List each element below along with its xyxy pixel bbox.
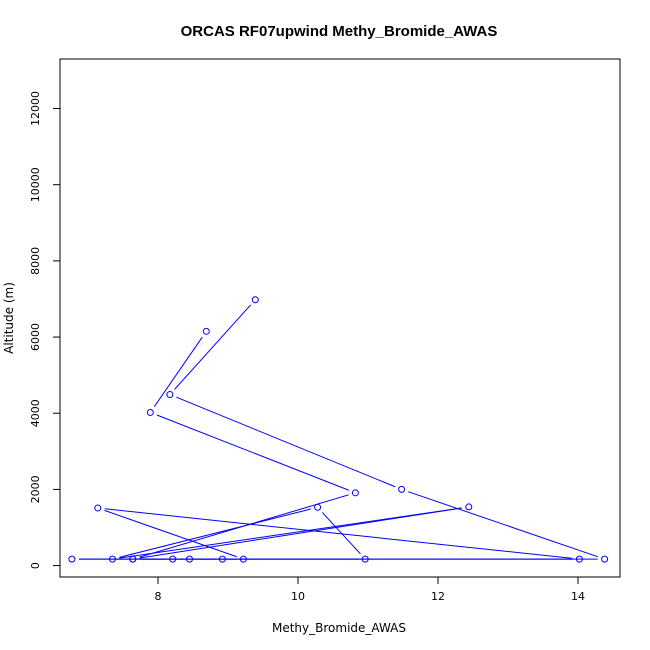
series-segment [153, 336, 203, 407]
chart-title: ORCAS RF07upwind Methy_Bromide_AWAS [181, 23, 498, 40]
data-point [146, 408, 154, 416]
data-point [314, 503, 322, 511]
data-point [186, 555, 193, 563]
data-point [601, 555, 609, 563]
data-point [575, 555, 583, 563]
data-point [218, 555, 226, 563]
plot-frame [59, 58, 621, 578]
series-segment [119, 507, 462, 559]
data-point [465, 503, 473, 511]
data-point [398, 485, 406, 493]
y-tick-label: 2000 [29, 475, 42, 503]
y-tick-label: 12000 [29, 91, 42, 126]
data-point [169, 555, 177, 563]
series-segment [104, 508, 573, 559]
data-point [166, 391, 174, 399]
data-point [239, 555, 247, 563]
y-axis: 0 2000 4000 6000 8000 10000 12000 [29, 91, 61, 569]
data-point [361, 555, 369, 563]
series-layer [68, 296, 609, 563]
data-point [109, 555, 116, 563]
x-tick-label: 12 [431, 590, 445, 603]
x-axis-label: Methy_Bromide_AWAS [272, 621, 406, 635]
series-segment [321, 512, 361, 555]
series-segment [139, 507, 462, 559]
data-point [68, 555, 76, 563]
x-tick-label: 8 [155, 590, 162, 603]
series-segment [176, 396, 396, 488]
series-segment [174, 304, 251, 390]
series-segment [156, 414, 350, 491]
y-tick-label: 8000 [29, 247, 42, 275]
y-tick-label: 6000 [29, 323, 42, 351]
y-tick-label: 10000 [29, 167, 42, 202]
data-point [251, 296, 259, 304]
x-tick-label: 14 [571, 590, 585, 603]
x-axis: 8 10 12 14 [155, 576, 585, 603]
series-segment [104, 509, 237, 558]
series-segment [119, 508, 311, 558]
y-tick-label: 4000 [29, 399, 42, 427]
y-axis-label: Altitude (m) [2, 282, 16, 354]
series-segment [408, 491, 599, 558]
x-tick-label: 10 [291, 590, 305, 603]
y-tick-label: 0 [29, 562, 42, 569]
series-segment [139, 494, 349, 558]
data-point [351, 489, 359, 497]
data-point [129, 555, 137, 563]
data-point [202, 327, 210, 335]
data-point [94, 504, 102, 512]
